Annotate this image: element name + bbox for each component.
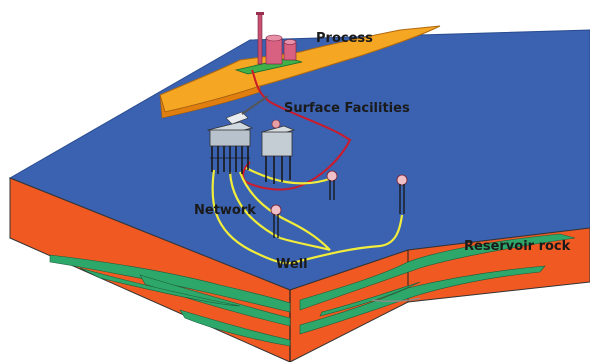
process-plant-icon: [256, 12, 297, 65]
reservoir-layer-left-3: [79, 267, 241, 307]
export-pipeline: [242, 69, 352, 191]
wellhead-icon: [270, 204, 282, 238]
label-process: Process: [316, 31, 373, 46]
subsea-cable: [371, 297, 421, 303]
reservoir-layer-left-4: [179, 309, 291, 347]
wellhead-icon: [326, 170, 338, 200]
reservoir-layer-left-1: [49, 254, 291, 313]
flowline-network: [211, 167, 404, 265]
reservoir-layer-right-3: [319, 281, 421, 317]
offshore-module-icon: [260, 119, 296, 184]
label-reservoir-rock: Reservoir rock: [464, 239, 571, 254]
reservoir-layer-right-1: [299, 233, 576, 311]
label-well: Well: [276, 257, 308, 272]
reservoir-layer-right-2: [299, 265, 546, 335]
offshore-platform-icon: [206, 95, 269, 174]
label-surface-facilities: Surface Facilities: [284, 101, 410, 116]
wellhead-icon: [396, 174, 408, 214]
label-network: Network: [194, 203, 256, 218]
